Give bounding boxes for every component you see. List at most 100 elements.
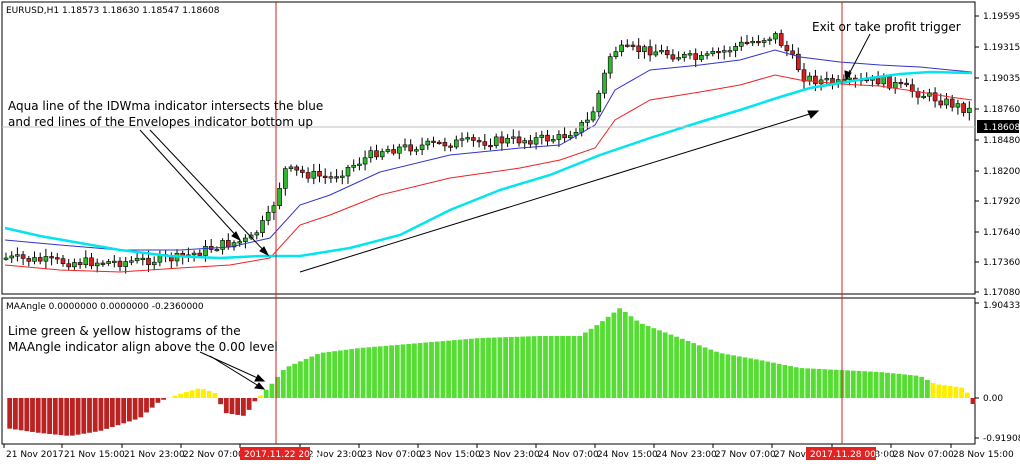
histogram-bar: [491, 337, 497, 398]
indicator-scale-label: 1.904337: [983, 301, 1020, 311]
histogram-annotation-line-2: MAAngle indicator align above the 0.00 l…: [8, 340, 278, 354]
price-candle: [396, 143, 402, 160]
candle-body: [556, 134, 562, 140]
price-candle: [499, 131, 505, 151]
candle-body: [385, 149, 391, 152]
histogram-bar: [241, 398, 246, 416]
envelope-upper-line: [4, 49, 973, 251]
candle-body: [824, 78, 830, 81]
price-candle: [117, 257, 123, 272]
candle-body: [300, 169, 305, 173]
histogram-bar: [343, 349, 349, 398]
histogram-bar: [885, 372, 890, 398]
candle-body: [311, 171, 317, 179]
price-candle: [459, 132, 465, 148]
candle-body: [20, 254, 26, 259]
price-candle: [562, 126, 567, 143]
histogram-bar: [902, 374, 907, 398]
price-candle: [311, 163, 317, 185]
price-candle: [795, 47, 801, 73]
histogram-bar: [537, 336, 543, 398]
candle-body: [744, 41, 750, 44]
candle-body: [191, 252, 197, 256]
candle-body: [961, 103, 966, 113]
time-label: 22 Nov 07:00: [183, 450, 244, 460]
candle-body: [15, 254, 20, 257]
price-candle: [471, 134, 476, 147]
histogram-bar: [497, 337, 503, 398]
price-candle: [613, 46, 619, 60]
histogram-bar: [942, 385, 947, 398]
candle-body: [887, 76, 892, 89]
histogram-bar: [617, 308, 622, 398]
arrowhead-icon: [231, 231, 242, 242]
histogram-bar: [708, 349, 714, 398]
histogram-bar: [474, 338, 480, 398]
histogram-bar: [149, 398, 155, 408]
price-candle: [493, 133, 499, 149]
histogram-bar: [913, 375, 919, 398]
histogram-bar: [47, 398, 52, 434]
price-candle: [305, 167, 311, 183]
histogram-bar: [679, 338, 685, 398]
candle-body: [602, 72, 607, 94]
histogram-bar: [714, 351, 719, 398]
histogram-bar: [685, 341, 691, 398]
price-label: 1.18480: [983, 136, 1020, 146]
trend-arrow: [299, 111, 817, 273]
histogram-bar: [947, 386, 953, 398]
price-candle: [453, 135, 459, 150]
price-candle: [733, 42, 738, 58]
current-price-label: 1.18608: [983, 123, 1020, 133]
price-candle: [94, 258, 100, 273]
candle-body: [419, 144, 425, 150]
candle-body: [647, 46, 653, 56]
aqua-annotation-line-2: and red lines of the Envelopes indicator…: [8, 115, 313, 129]
candle-body: [374, 150, 379, 158]
main-price-pane[interactable]: [1, 1, 976, 295]
histogram-bar: [850, 370, 856, 398]
histogram-bar: [514, 336, 520, 398]
candle-body: [927, 92, 932, 97]
candle-body: [727, 50, 733, 53]
histogram-bar: [543, 336, 548, 398]
candle-body: [642, 46, 647, 53]
candle-body: [408, 144, 414, 152]
candle-body: [750, 41, 756, 44]
histogram-bar: [526, 336, 531, 398]
candle-body: [510, 136, 516, 139]
price-candle: [129, 256, 134, 266]
candle-body: [396, 146, 402, 154]
histogram-bar: [303, 358, 309, 398]
histogram-bar: [446, 340, 451, 398]
entry-time-label: 2017.11.22 20:00: [244, 450, 325, 460]
price-candle: [448, 143, 453, 152]
candle-body: [317, 171, 322, 177]
histogram-bar: [645, 326, 651, 398]
price-label: 1.19035: [983, 74, 1020, 84]
candle-body: [226, 240, 231, 248]
price-candle: [339, 170, 345, 185]
histogram-bar: [189, 390, 195, 398]
histogram-bar: [18, 398, 24, 431]
candle-body: [944, 98, 949, 106]
arrowhead-icon: [259, 246, 270, 257]
candle-body: [288, 166, 294, 169]
candle-body: [402, 144, 408, 148]
price-candle: [100, 260, 106, 267]
price-candle: [744, 34, 750, 46]
histogram-bar: [412, 343, 417, 398]
candle-body: [681, 54, 687, 58]
candle-body: [607, 56, 613, 74]
price-candle: [328, 171, 334, 183]
histogram-bar: [480, 337, 486, 398]
histogram-bar: [7, 398, 13, 429]
histogram-bar: [759, 360, 765, 398]
histogram-bar: [605, 316, 611, 398]
price-candle: [260, 215, 265, 238]
histogram-bar: [275, 376, 280, 398]
histogram-bar: [138, 398, 144, 418]
histogram-bar: [87, 398, 92, 433]
price-candle: [607, 53, 613, 79]
